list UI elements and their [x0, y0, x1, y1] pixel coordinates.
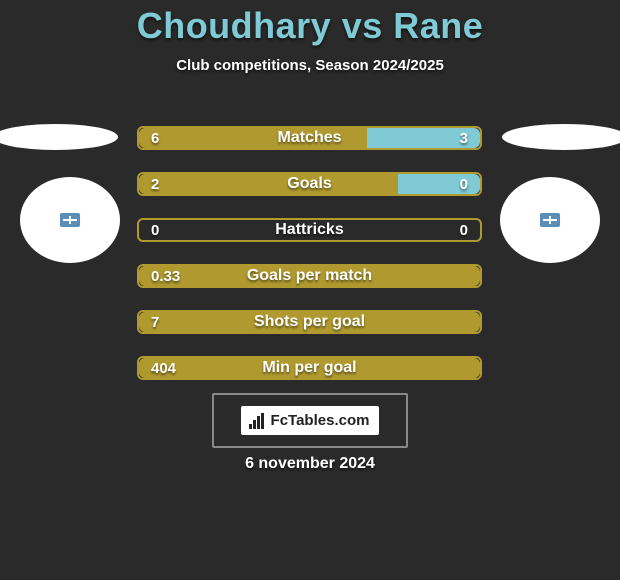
stat-value-left: 0.33: [151, 268, 180, 285]
stat-row: Goals2 0: [137, 172, 482, 196]
player-left-placeholder: [0, 124, 118, 150]
footer-brand: FcTables.com: [241, 406, 380, 435]
club-left-logo: [20, 177, 120, 263]
stat-value-right: 0: [460, 222, 468, 239]
footer-brand-text: FcTables.com: [271, 412, 370, 429]
flag-icon: [60, 213, 80, 227]
stat-value-left: 404: [151, 360, 176, 377]
stat-label: Shots per goal: [139, 313, 480, 331]
page-title: Choudhary vs Rane: [0, 5, 620, 47]
club-right-logo: [500, 177, 600, 263]
flag-icon: [540, 213, 560, 227]
bars-icon: [249, 413, 267, 429]
stat-label: Matches: [139, 129, 480, 147]
stat-row: Shots per goal7: [137, 310, 482, 334]
stat-label: Hattricks: [139, 221, 480, 239]
stat-row: Goals per match0.33: [137, 264, 482, 288]
player-right-placeholder: [502, 124, 620, 150]
stat-value-left: 6: [151, 130, 159, 147]
stat-label: Min per goal: [139, 359, 480, 377]
stat-label: Goals: [139, 175, 480, 193]
stat-label: Goals per match: [139, 267, 480, 285]
stat-value-right: 3: [460, 130, 468, 147]
stat-row: Min per goal404: [137, 356, 482, 380]
stat-value-right: 0: [460, 176, 468, 193]
comparison-bars: Matches63Goals20Hattricks00Goals per mat…: [137, 126, 482, 402]
stat-value-left: 7: [151, 314, 159, 331]
footer-box: FcTables.com: [212, 393, 408, 448]
stat-value-left: 2: [151, 176, 159, 193]
stat-row: Matches6 3: [137, 126, 482, 150]
stat-value-left: 0: [151, 222, 159, 239]
stat-row: Hattricks0 0: [137, 218, 482, 242]
page-subtitle: Club competitions, Season 2024/2025: [0, 57, 620, 74]
page-date: 6 november 2024: [0, 455, 620, 473]
